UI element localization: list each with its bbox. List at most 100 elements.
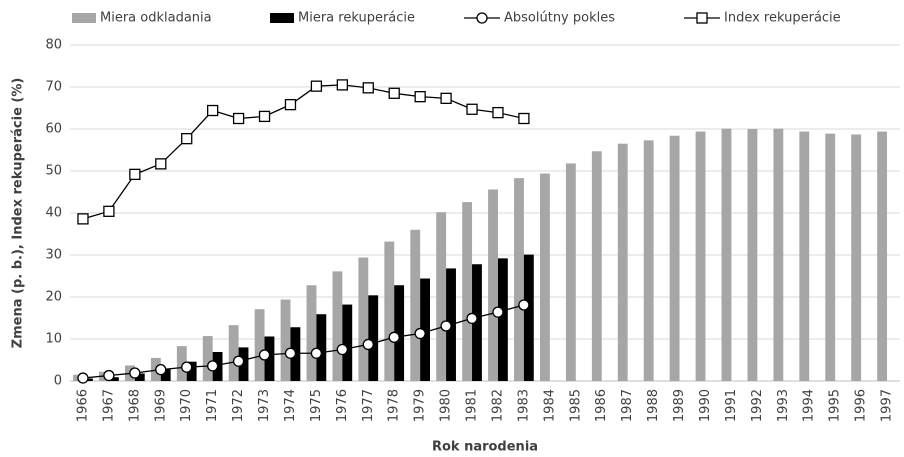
y-tick-label: 20 [45,290,62,305]
x-tick-label: 1972 [231,389,246,422]
bar [669,135,680,381]
bar [202,336,213,381]
x-tick-label: 1967 [101,389,116,422]
bar [488,189,498,381]
bar [316,314,327,381]
point [129,367,141,379]
legend-marker [476,12,488,24]
bar [108,377,119,381]
point [336,343,348,356]
point [181,133,193,145]
x-tick-label: 1968 [127,389,142,422]
bar [643,140,654,381]
x-tick-label: 1984 [542,389,557,422]
x-tick-label: 1975 [309,389,324,422]
x-axis-label: Rok narodenia [432,440,538,455]
point [207,104,219,117]
bar [384,241,395,381]
bar [280,299,291,381]
legend-label: Absolútny pokles [504,11,615,26]
bar [254,309,265,381]
legend-marker [696,12,708,24]
point [492,306,504,318]
point [518,299,530,311]
bar [851,134,862,381]
point [103,205,115,217]
x-tick-label: 1986 [594,389,609,422]
bar [342,304,353,381]
bar [306,285,317,381]
point [129,168,141,181]
legend-swatch [72,13,96,23]
bar [394,285,405,381]
point [155,158,167,170]
x-tick-label: 1985 [568,389,583,422]
x-tick-label: 1995 [828,389,843,422]
x-tick-label: 1990 [698,389,713,422]
bar [565,163,576,381]
point [362,82,374,94]
x-tick-label: 1983 [516,389,531,422]
y-tick-label: 30 [45,248,62,263]
point [207,360,219,372]
x-tick-label: 1974 [283,389,298,422]
point [518,112,530,125]
bar [436,212,447,381]
bar [497,258,508,381]
point [103,369,115,382]
x-tick-label: 1988 [646,389,661,422]
bar [591,151,602,381]
bar [877,131,888,381]
bar [462,202,473,381]
bar [410,229,421,381]
bar [420,278,431,381]
point [284,347,297,359]
bar [514,178,524,381]
point [258,349,271,361]
point [388,87,400,99]
x-tick-label: 1979 [413,389,428,422]
x-tick-label: 1978 [387,389,402,422]
point [155,364,167,376]
x-tick-label: 1994 [802,389,817,422]
x-tick-label: 1981 [465,389,480,422]
line [82,84,525,220]
bar [160,369,171,381]
y-tick-label: 60 [45,122,62,137]
y-tick-label: 0 [54,374,62,389]
bar [523,254,534,381]
point [362,338,374,351]
point [310,347,323,359]
legend-label: Miera odkladania [100,11,212,26]
x-tick-label: 1992 [750,389,765,422]
bar [228,325,239,381]
legend-swatch [270,13,294,23]
point [492,106,504,119]
y-tick-label: 80 [45,38,62,53]
y-tick-label: 70 [45,80,62,95]
bar [747,129,758,381]
point [440,320,452,332]
bar [617,143,628,381]
bar [799,131,810,381]
legend-label: Miera rekuperácie [298,11,415,26]
bar [825,133,836,381]
x-tick-label: 1982 [490,389,505,422]
point [414,91,426,103]
bar [186,361,197,381]
x-tick-label: 1991 [724,389,739,422]
x-tick-label: 1969 [153,389,168,422]
bar [264,336,275,381]
point [77,213,89,225]
bar [176,346,187,381]
x-tick-label: 1973 [257,389,272,422]
point [181,361,193,373]
y-axis-label: Zmena (p. b.), Index rekuperácie (%) [11,78,26,349]
bar [721,128,732,381]
point [466,103,478,115]
bar [368,295,379,381]
y-tick-label: 40 [45,206,62,221]
x-tick-label: 1987 [620,389,635,422]
bar [773,128,784,381]
